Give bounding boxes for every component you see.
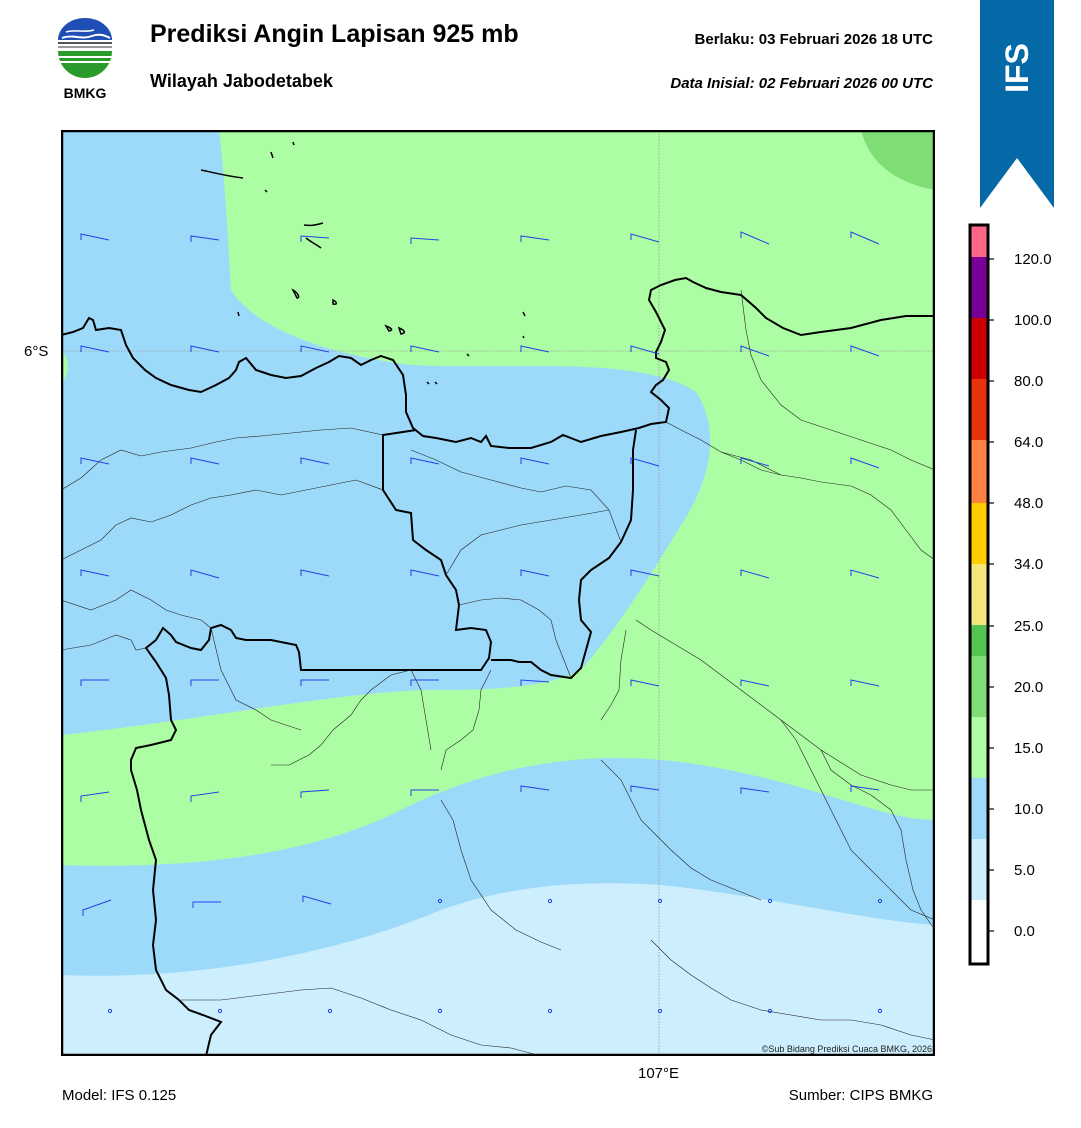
colorbar-tick-11: 0.0 <box>1014 923 1035 940</box>
colorbar-segment-5 <box>970 625 988 656</box>
colorbar-segment-4 <box>970 656 988 717</box>
map-title: Prediksi Angin Lapisan 925 mb <box>150 20 519 48</box>
colorbar-tick-2: 80.0 <box>1014 373 1043 390</box>
wind-band-0-5 <box>61 883 935 1056</box>
colorbar-segment-2 <box>970 778 988 839</box>
coastline <box>61 276 935 449</box>
wind-barbs <box>80 231 880 916</box>
source-label: Sumber: CIPS BMKG <box>788 1087 933 1104</box>
colorbar-segment-1 <box>970 839 988 900</box>
ribbon-label: IFS <box>999 43 1035 93</box>
init-time: Data Inisial: 02 Februari 2026 00 UTC <box>670 75 933 92</box>
colorbar-segment-8 <box>970 440 988 503</box>
colorbar-segment-7 <box>970 503 988 564</box>
colorbar-segment-10 <box>970 318 988 379</box>
wind-band-15-20 <box>861 130 935 190</box>
colorbar-segment-6 <box>970 564 988 625</box>
province-border-2 <box>491 429 637 680</box>
colorbar-tick-0: 120.0 <box>1014 251 1052 268</box>
colorbar-tick-4: 48.0 <box>1014 495 1043 512</box>
lat-label: 6°S <box>24 343 49 360</box>
colorbar-tick-1: 100.0 <box>1014 312 1052 329</box>
colorbar-segment-13 <box>970 225 988 257</box>
colorbar-tick-8: 15.0 <box>1014 740 1043 757</box>
colorbar-tick-10: 5.0 <box>1014 862 1035 879</box>
map-subtitle: Wilayah Jabodetabek <box>150 71 333 91</box>
bmkg-logo-icon <box>52 18 120 104</box>
colorbar-segment-9 <box>970 379 988 440</box>
colorbar-tick-9: 10.0 <box>1014 801 1043 818</box>
colorbar-tick-7: 20.0 <box>1014 679 1043 696</box>
colorbar-tick-5: 34.0 <box>1014 556 1043 573</box>
model-ribbon: IFS <box>980 0 1054 208</box>
wind-map <box>60 129 936 1057</box>
lon-label: 107°E <box>638 1065 680 1082</box>
model-label: Model: IFS 0.125 <box>62 1087 177 1104</box>
colorbar-segment-3 <box>970 717 988 778</box>
colorbar-segment-12 <box>970 257 988 318</box>
wind-band-5-10-north <box>61 130 711 735</box>
colorbar-segment-0 <box>970 900 988 964</box>
wind-calm-markers <box>107 898 883 1014</box>
logo-text: BMKG <box>63 85 107 101</box>
valid-time: Berlaku: 03 Februari 2026 18 UTC <box>694 31 933 48</box>
colorbar-tick-3: 64.0 <box>1014 434 1043 451</box>
colorbar-tick-6: 25.0 <box>1014 618 1043 635</box>
colorbar: 120.0 100.0 80.0 64.0 48.0 34.0 25.0 20.… <box>968 222 1058 967</box>
map-credit: ©Sub Bidang Prediksi Cuaca BMKG, 2026 <box>761 1044 932 1054</box>
